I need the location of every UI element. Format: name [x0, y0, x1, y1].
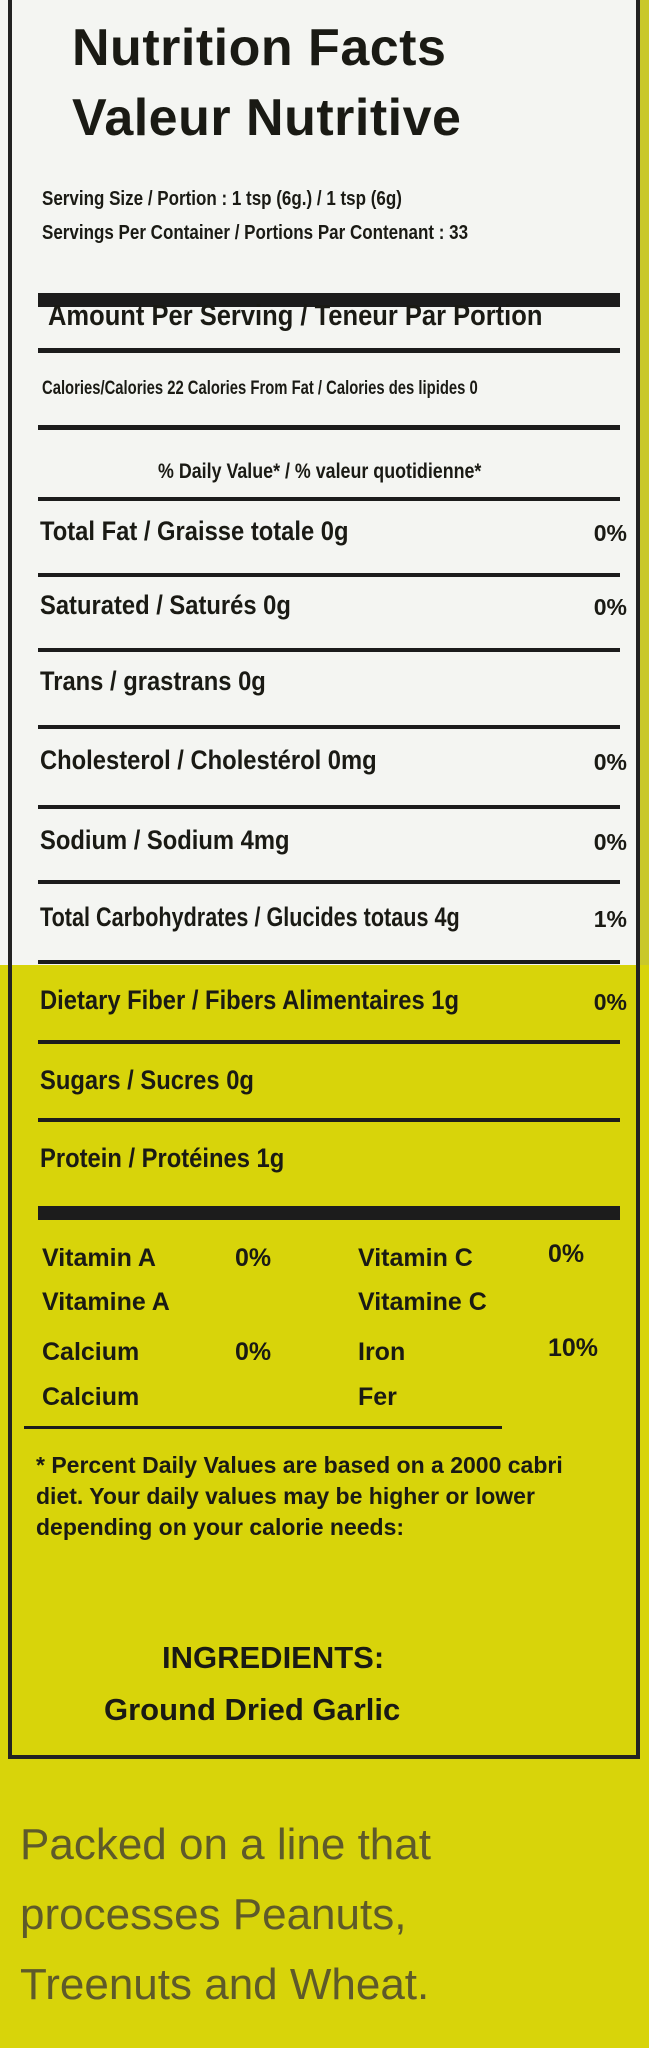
nutrient-label: Sugars / Sucres 0g: [40, 1065, 254, 1095]
nutrient-label: Sodium / Sodium 4mg: [40, 825, 290, 855]
footnote: * Percent Daily Values are based on a 20…: [36, 1452, 563, 1540]
nutrient-label: Dietary Fiber / Fibers Alimentaires 1g: [40, 985, 460, 1015]
vitamin-a-en: Vitamin A: [42, 1244, 156, 1272]
calories: Calories/Calories 22 Calories From Fat /…: [42, 378, 478, 399]
divider: [38, 425, 620, 430]
vitamin-c-fr: Vitamine C: [358, 1288, 487, 1316]
nutrient-percent: 0%: [593, 520, 627, 546]
nutrient-percent: 1%: [593, 906, 627, 932]
iron-fr: Fer: [358, 1383, 397, 1411]
divider: [38, 348, 620, 353]
divider: [38, 573, 620, 577]
divider: [38, 725, 620, 729]
nutrient-percent: 0%: [593, 989, 627, 1015]
thick-divider: [38, 293, 620, 307]
nutrient-percent: 0%: [593, 749, 627, 775]
divider: [38, 1040, 620, 1044]
nutrient-label: Cholesterol / Cholestérol 0mg: [40, 745, 377, 775]
divider: [38, 960, 620, 964]
allergen-line: Packed on a line that: [20, 1820, 431, 1869]
vitamin-c-pct: 0%: [548, 1240, 585, 1268]
calcium-en: Calcium: [42, 1338, 140, 1366]
nutrient-label: Saturated / Saturés 0g: [40, 590, 291, 620]
vitamin-a-pct: 0%: [235, 1244, 272, 1272]
nutrient-percent: 0%: [593, 829, 627, 855]
nutrition-facts-box: [8, 0, 640, 1759]
yellow-edge: [639, 0, 649, 965]
nutrient-label: Total Carbohydrates / Glucides totaus 4g: [40, 902, 460, 932]
title-en: Nutrition Facts: [72, 19, 447, 77]
divider: [38, 648, 620, 652]
nutrient-label: Protein / Protéines 1g: [40, 1143, 285, 1173]
ingredients-heading: INGREDIENTS:: [162, 1640, 385, 1675]
daily-value-header: % Daily Value* / % valeur quotidienne*: [158, 460, 482, 483]
nutrient-percent: 0%: [593, 594, 627, 620]
thick-divider: [38, 1206, 620, 1220]
amount-per-serving: Amount Per Serving / Teneur Par Portion: [48, 300, 543, 332]
iron-en: Iron: [358, 1338, 406, 1366]
iron-pct: 10%: [548, 1334, 599, 1362]
divider: [24, 1426, 502, 1429]
allergen-line: Treenuts and Wheat.: [20, 1960, 430, 2009]
divider: [38, 497, 620, 501]
nutrient-label: Trans / grastrans 0g: [40, 666, 266, 696]
divider: [38, 1118, 620, 1122]
divider: [38, 805, 620, 809]
nutrient-label: Total Fat / Graisse totale 0g: [40, 516, 349, 546]
label-white-section: [0, 0, 649, 965]
allergen-line: processes Peanuts,: [20, 1890, 407, 1939]
calcium-pct: 0%: [235, 1338, 272, 1366]
vitamin-c-en: Vitamin C: [358, 1244, 473, 1272]
ingredients: Ground Dried Garlic: [104, 1692, 401, 1727]
calcium-fr: Calcium: [42, 1383, 140, 1411]
vitamin-a-fr: Vitamine A: [42, 1288, 170, 1316]
title-fr: Valeur Nutritive: [72, 89, 462, 147]
serving-size: Serving Size / Portion : 1 tsp (6g.) / 1…: [42, 188, 402, 210]
servings-per-container: Servings Per Container / Portions Par Co…: [42, 222, 469, 244]
divider: [38, 880, 620, 884]
